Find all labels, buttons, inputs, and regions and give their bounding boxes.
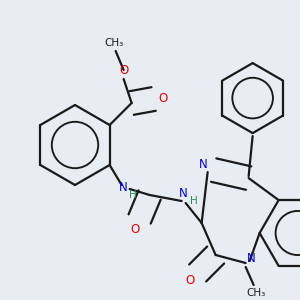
- Text: H: H: [190, 196, 197, 206]
- Text: CH₃: CH₃: [104, 38, 123, 48]
- Text: O: O: [119, 64, 128, 76]
- Text: N: N: [119, 181, 128, 194]
- Text: CH₃: CH₃: [246, 288, 265, 298]
- Text: O: O: [158, 92, 167, 106]
- Text: N: N: [199, 158, 208, 171]
- Text: H: H: [129, 190, 136, 200]
- Text: O: O: [185, 274, 194, 287]
- Text: N: N: [179, 187, 188, 200]
- Text: O: O: [130, 223, 139, 236]
- Text: N: N: [247, 253, 256, 266]
